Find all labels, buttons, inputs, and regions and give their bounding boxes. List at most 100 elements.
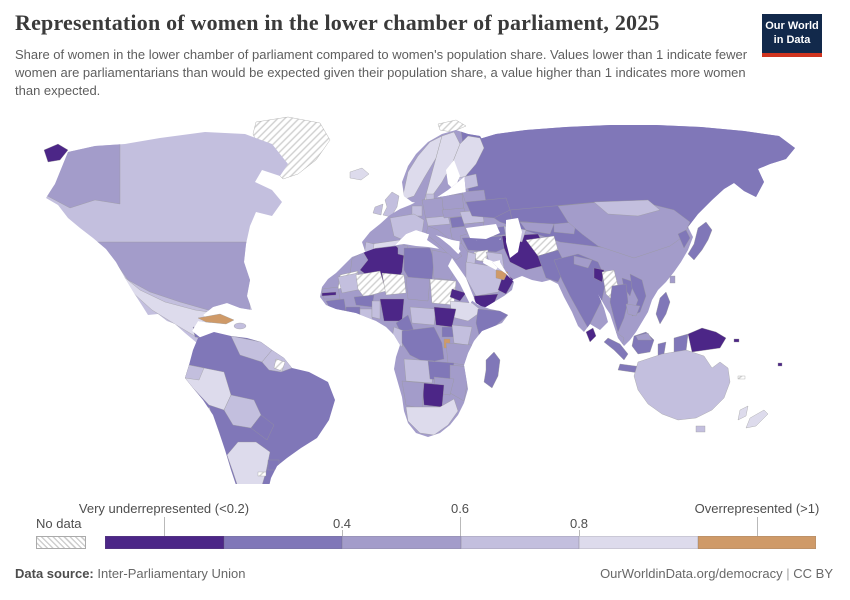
country-korea[interactable] — [677, 229, 691, 249]
legend-bin-4[interactable] — [460, 536, 579, 549]
country-ghana[interactable] — [359, 308, 373, 326]
country-madagascar[interactable] — [483, 351, 501, 389]
country-falkland-islands[interactable] — [257, 471, 267, 477]
baltic-sea — [446, 160, 460, 190]
country-taiwan[interactable] — [669, 275, 676, 284]
legend-bin-6[interactable] — [697, 536, 816, 549]
country-benin-togo[interactable] — [371, 300, 381, 320]
legend-tick — [164, 517, 165, 536]
country-new-caledonia[interactable] — [737, 375, 746, 380]
country-new-zealand-south[interactable] — [745, 409, 769, 429]
owid-logo[interactable]: Our World in Data — [762, 14, 822, 57]
legend-bin-1[interactable] — [105, 536, 224, 549]
country-chukotka-fragment[interactable] — [43, 143, 69, 163]
legend-bin-2[interactable] — [223, 536, 342, 549]
country-italy[interactable] — [425, 225, 463, 261]
country-uganda[interactable] — [441, 326, 455, 338]
legend-label-06: 0.6 — [450, 501, 470, 516]
legend-tick — [460, 517, 461, 536]
country-ukraine[interactable] — [465, 197, 511, 219]
country-mongolia[interactable] — [593, 199, 661, 217]
country-botswana[interactable] — [421, 382, 445, 408]
country-argentina[interactable] — [226, 441, 271, 484]
logo-line2: in Data — [773, 34, 811, 47]
persian-gulf — [483, 258, 500, 270]
country-gambia[interactable] — [321, 291, 337, 297]
country-hispaniola[interactable] — [233, 322, 247, 330]
country-niger[interactable] — [381, 272, 407, 296]
chart-subtitle: Share of women in the lower chamber of p… — [15, 47, 748, 99]
footer-site-link[interactable]: OurWorldinData.org/democracy — [600, 566, 783, 581]
legend-bin-3[interactable] — [342, 536, 461, 549]
country-united-kingdom[interactable] — [382, 191, 400, 218]
logo-line1: Our World — [765, 20, 819, 32]
country-new-zealand-north[interactable] — [737, 405, 749, 421]
country-turkey[interactable] — [461, 235, 511, 253]
country-nepal[interactable] — [573, 255, 593, 269]
country-guinea[interactable] — [325, 298, 347, 312]
country-japan[interactable] — [687, 221, 713, 261]
footer: Data source: Inter-Parliamentary Union O… — [15, 566, 833, 581]
footer-right: OurWorldinData.org/democracy | CC BY — [600, 566, 833, 581]
country-tasmania[interactable] — [695, 425, 706, 433]
legend-no-data-label: No data — [36, 516, 82, 531]
country-somalia[interactable] — [475, 308, 508, 340]
country-eritrea[interactable] — [449, 288, 467, 302]
country-tanzania[interactable] — [445, 342, 473, 366]
legend-tick — [757, 517, 758, 536]
legend-no-data-swatch[interactable] — [36, 536, 86, 549]
country-malaysia-borneo[interactable] — [635, 332, 653, 341]
country-cambodia[interactable] — [625, 303, 641, 317]
country-fiji[interactable] — [777, 362, 783, 367]
country-bangladesh[interactable] — [593, 267, 605, 283]
country-uzbekistan[interactable] — [519, 221, 555, 235]
country-philippines[interactable] — [655, 291, 671, 325]
country-ecuador[interactable] — [185, 364, 205, 381]
country-uruguay[interactable] — [267, 459, 280, 471]
world-map — [40, 116, 795, 484]
country-south-sudan[interactable] — [433, 306, 457, 328]
country-cuba[interactable] — [197, 313, 235, 325]
country-thailand[interactable] — [609, 283, 629, 333]
country-australia[interactable] — [633, 349, 731, 421]
country-svalbard[interactable] — [437, 119, 467, 133]
data-source: Data source: Inter-Parliamentary Union — [15, 566, 246, 581]
country-mali[interactable] — [355, 270, 387, 298]
country-angola[interactable] — [403, 358, 435, 384]
country-paraguay[interactable] — [250, 414, 275, 441]
red-sea — [448, 258, 474, 304]
page-title: Representation of women in the lower cha… — [15, 10, 660, 35]
country-cote-divoire[interactable] — [345, 306, 361, 324]
country-sierra-leone-liberia[interactable] — [329, 310, 347, 324]
legend-tick — [342, 530, 343, 536]
legend-bar — [105, 536, 816, 549]
country-south-africa[interactable] — [405, 398, 459, 436]
country-solomon-islands[interactable] — [733, 338, 740, 343]
country-india[interactable] — [553, 253, 607, 329]
country-nigeria[interactable] — [379, 298, 405, 322]
country-central-african-republic[interactable] — [409, 306, 437, 326]
country-chad[interactable] — [405, 276, 431, 302]
legend-label-under02: Very underrepresented (<0.2) — [78, 501, 250, 516]
country-switzerland-austria[interactable] — [425, 215, 451, 227]
legend-tick — [579, 530, 580, 536]
country-suriname[interactable] — [273, 358, 286, 372]
data-source-value[interactable]: Inter-Parliamentary Union — [97, 566, 246, 581]
legend-label-over1: Overrepresented (>1) — [694, 501, 820, 516]
legend-label-04: 0.4 — [332, 516, 352, 531]
footer-license[interactable]: CC BY — [793, 566, 833, 581]
country-indonesia-sumatra[interactable] — [603, 337, 629, 361]
caspian-sea — [506, 218, 522, 258]
data-source-label: Data source: — [15, 566, 94, 581]
legend-bin-5[interactable] — [579, 536, 698, 549]
black-sea — [466, 224, 500, 239]
country-papua-new-guinea[interactable] — [687, 327, 727, 353]
footer-separator: | — [786, 566, 790, 581]
country-sri-lanka[interactable] — [585, 327, 597, 343]
country-alaska[interactable] — [40, 132, 121, 209]
country-dr-congo[interactable] — [401, 326, 445, 364]
country-ireland[interactable] — [372, 203, 384, 216]
country-iceland[interactable] — [349, 167, 370, 181]
country-burkina-faso[interactable] — [353, 294, 375, 308]
